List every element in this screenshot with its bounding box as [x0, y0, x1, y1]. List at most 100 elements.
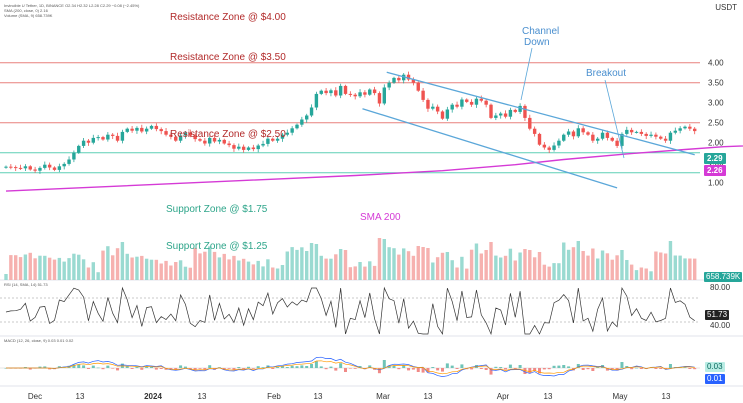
volume-bar: [469, 249, 474, 280]
volume-bar: [663, 253, 668, 280]
macd-histogram-bar: [620, 362, 624, 368]
volume-bar: [625, 260, 629, 280]
candle-body: [135, 127, 139, 131]
volume-bar: [183, 266, 188, 280]
candle-body: [52, 167, 57, 170]
candle-body: [149, 125, 154, 129]
candle-body: [324, 90, 328, 94]
candle-body: [81, 140, 86, 146]
volume-bar: [174, 262, 178, 280]
candle-body: [557, 140, 561, 146]
volume-bar: [387, 247, 391, 280]
macd-histogram-bar: [183, 366, 187, 368]
macd-histogram-bar: [344, 368, 347, 372]
volume-bar: [693, 258, 697, 280]
candle-body: [280, 134, 285, 139]
candle-body: [523, 105, 527, 118]
volume-bar: [38, 255, 42, 280]
candle-body: [174, 136, 178, 141]
volume-bar: [86, 267, 91, 280]
macd-histogram-bar: [455, 368, 459, 369]
macd-histogram-bar: [334, 368, 338, 371]
volume-bar: [620, 250, 624, 280]
candle-body: [125, 128, 129, 132]
candle-body: [586, 132, 590, 135]
candle-body: [343, 85, 348, 94]
volume-bar: [518, 252, 522, 280]
macd-histogram-bar: [208, 365, 212, 368]
volume-bar: [392, 248, 396, 280]
candle-body: [217, 139, 222, 142]
volume-bar: [280, 265, 285, 280]
channel-label-line1: Channel: [522, 26, 559, 37]
candle-body: [329, 90, 333, 94]
volume-bar: [644, 268, 648, 280]
volume-bar: [154, 259, 159, 280]
volume-bar: [33, 258, 37, 280]
candle-body: [353, 94, 357, 97]
macd-histogram-bar: [625, 366, 629, 368]
macd-histogram-bar: [460, 364, 464, 368]
volume-bar: [125, 253, 129, 280]
candle-body: [188, 132, 192, 136]
candle-body: [77, 145, 81, 153]
macd-histogram-bar: [377, 368, 381, 374]
candle-body: [290, 128, 294, 133]
candle-body: [266, 138, 270, 144]
macd-histogram-bar: [523, 368, 527, 374]
candle-body: [659, 136, 663, 139]
volume-bar: [149, 259, 154, 280]
volume-bar: [523, 249, 527, 280]
macd-signal-line: [6, 360, 695, 375]
candle-body: [154, 125, 159, 130]
candle-body: [18, 167, 23, 169]
macd-histogram-bar: [174, 368, 178, 370]
time-axis-tick: 13: [76, 392, 85, 401]
time-axis-tick: Apr: [497, 392, 510, 401]
candle-body: [144, 128, 149, 132]
volume-bar: [566, 249, 571, 280]
candle-body: [542, 144, 547, 148]
volume-bar: [178, 260, 183, 280]
candle-body: [596, 138, 600, 141]
volume-bar: [397, 254, 401, 280]
macd-histogram-bar: [567, 366, 571, 368]
resistance-label-400: Resistance Zone @ $4.00: [170, 12, 286, 23]
volume-bar: [353, 266, 357, 280]
candle-body: [212, 137, 217, 142]
candle-body: [508, 109, 513, 117]
volume-bar: [377, 238, 382, 280]
macd-histogram-bar: [397, 368, 401, 370]
volume-bar: [43, 255, 47, 280]
volume-bar: [314, 244, 319, 280]
volume-bar: [421, 247, 425, 280]
volume-bar: [440, 252, 445, 280]
candle-body: [43, 164, 47, 168]
price-axis-tick: 1.00: [708, 179, 724, 188]
candle-body: [649, 134, 653, 136]
volume-bar: [368, 261, 372, 280]
macd-histogram-bar: [489, 368, 493, 375]
candle-body: [159, 129, 163, 132]
volume-bar: [208, 246, 212, 280]
volume-bar: [411, 255, 416, 280]
time-axis-tick: 13: [198, 392, 207, 401]
candle-body: [532, 128, 537, 134]
candle-body: [460, 99, 464, 107]
macd-histogram-bar: [683, 367, 687, 368]
macd-histogram-bar: [533, 368, 537, 371]
macd-histogram-bar: [77, 364, 81, 368]
volume-bar: [319, 255, 323, 280]
volume-bar: [445, 252, 450, 280]
candle-body: [38, 167, 42, 171]
volume-bar: [62, 261, 66, 280]
macd-header: MACD (12, 26, close, 9) 0.03 0.01 0.02: [4, 338, 74, 343]
volume-bar: [52, 259, 57, 280]
candle-body: [421, 90, 425, 100]
volume-bar: [256, 260, 260, 280]
candle-body: [33, 169, 37, 171]
volume-bar: [499, 257, 503, 280]
volume-bar: [203, 251, 207, 280]
macd-histogram-bar: [426, 368, 430, 373]
